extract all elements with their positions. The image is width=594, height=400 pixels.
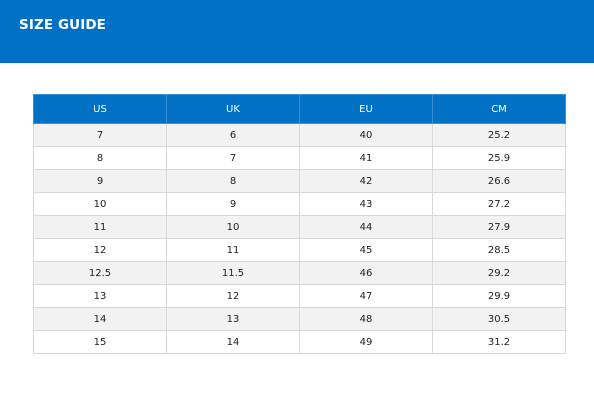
table-header-row: US UK EU CM: [33, 94, 566, 124]
column-header-eu: EU: [299, 94, 433, 124]
cell-cm: 26.6: [432, 169, 566, 193]
cell-eu: 49: [299, 330, 433, 354]
cell-uk: 8: [166, 169, 300, 193]
cell-us: 10: [33, 192, 167, 216]
cell-uk: 7: [166, 146, 300, 170]
cell-eu: 46: [299, 261, 433, 285]
cell-us: 12: [33, 238, 167, 262]
cell-cm: 28.5: [432, 238, 566, 262]
cell-cm: 31.2: [432, 330, 566, 354]
table-row: 10 9 43 27.2: [33, 192, 566, 216]
cell-us: 9: [33, 169, 167, 193]
cell-cm: 29.2: [432, 261, 566, 285]
cell-uk: 11: [166, 238, 300, 262]
cell-eu: 48: [299, 307, 433, 331]
cell-eu: 41: [299, 146, 433, 170]
cell-us: 12.5: [33, 261, 167, 285]
cell-us: 15: [33, 330, 167, 354]
cell-eu: 43: [299, 192, 433, 216]
cell-us: 11: [33, 215, 167, 239]
cell-eu: 45: [299, 238, 433, 262]
size-guide-header: SIZE GUIDE: [0, 0, 594, 63]
cell-eu: 47: [299, 284, 433, 308]
size-chart-table: US UK EU CM 7 6 40 25.2 8 7 41 25.9 9 8 …: [33, 94, 566, 354]
cell-us: 13: [33, 284, 167, 308]
column-header-cm: CM: [432, 94, 566, 124]
cell-uk: 10: [166, 215, 300, 239]
table-row: 15 14 49 31.2: [33, 330, 566, 354]
cell-us: 8: [33, 146, 167, 170]
cell-cm: 29.9: [432, 284, 566, 308]
cell-cm: 25.2: [432, 123, 566, 147]
cell-eu: 42: [299, 169, 433, 193]
table-row: 14 13 48 30.5: [33, 307, 566, 331]
cell-cm: 30.5: [432, 307, 566, 331]
cell-uk: 12: [166, 284, 300, 308]
table-row: 7 6 40 25.2: [33, 123, 566, 147]
cell-us: 14: [33, 307, 167, 331]
cell-uk: 13: [166, 307, 300, 331]
column-header-uk: UK: [166, 94, 300, 124]
page-title: SIZE GUIDE: [19, 17, 106, 33]
table-row: 11 10 44 27.9: [33, 215, 566, 239]
column-header-us: US: [33, 94, 167, 124]
cell-eu: 44: [299, 215, 433, 239]
cell-us: 7: [33, 123, 167, 147]
table-row: 12 11 45 28.5: [33, 238, 566, 262]
table-row: 13 12 47 29.9: [33, 284, 566, 308]
table-row: 8 7 41 25.9: [33, 146, 566, 170]
cell-cm: 27.2: [432, 192, 566, 216]
table-row: 9 8 42 26.6: [33, 169, 566, 193]
cell-eu: 40: [299, 123, 433, 147]
cell-uk: 6: [166, 123, 300, 147]
cell-uk: 14: [166, 330, 300, 354]
cell-cm: 25.9: [432, 146, 566, 170]
cell-uk: 9: [166, 192, 300, 216]
cell-cm: 27.9: [432, 215, 566, 239]
cell-uk: 11.5: [166, 261, 300, 285]
table-row: 12.5 11.5 46 29.2: [33, 261, 566, 285]
